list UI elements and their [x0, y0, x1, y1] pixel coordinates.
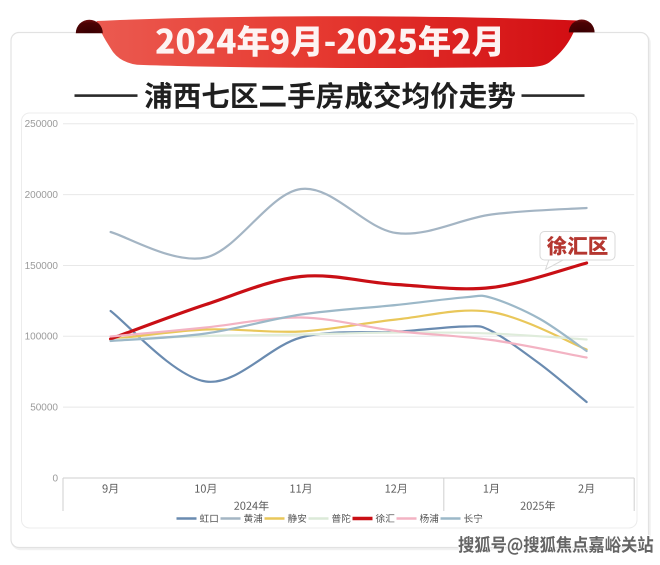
svg-text:100000: 100000	[25, 332, 59, 343]
svg-text:250000: 250000	[25, 119, 59, 130]
svg-text:150000: 150000	[25, 261, 59, 272]
svg-text:50000: 50000	[30, 403, 58, 414]
svg-text:0: 0	[52, 473, 58, 484]
svg-text:200000: 200000	[25, 190, 59, 201]
